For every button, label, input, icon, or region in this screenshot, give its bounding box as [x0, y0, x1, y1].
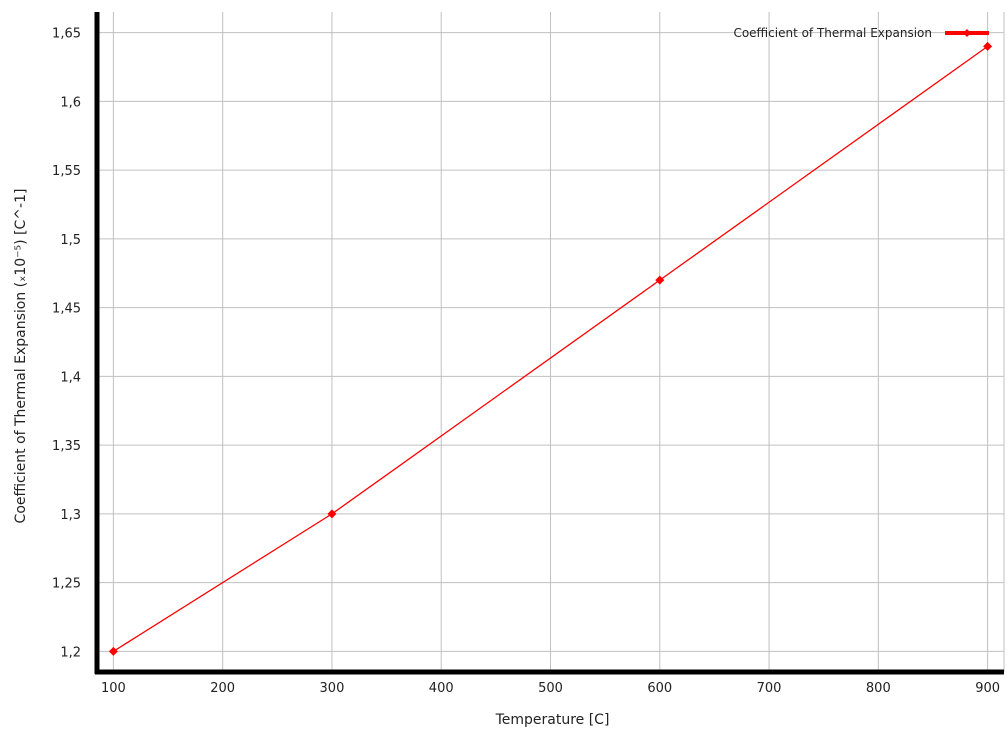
x-tick-label: 900	[975, 681, 1000, 696]
x-tick-label: 200	[210, 681, 235, 696]
tick-labels: 100 200 300 400 500 600 700 800 900 1,2 1,25 1,3 1,3…	[52, 27, 1000, 696]
data-point	[983, 41, 993, 51]
x-tick-label: 100	[101, 681, 126, 696]
y-tick-label: 1,45	[52, 302, 81, 317]
data-point	[655, 275, 665, 285]
series-line	[113, 45, 988, 652]
y-tick-label: 1,2	[60, 645, 81, 660]
y-tick-label: 1,35	[52, 439, 81, 454]
x-tick-label: 400	[429, 681, 454, 696]
x-axis-title: Temperature [C]	[495, 712, 610, 728]
x-tick-label: 800	[866, 681, 891, 696]
y-tick-label: 1,5	[60, 233, 81, 248]
y-tick-label: 1,25	[52, 577, 81, 592]
x-tick-label: 700	[757, 681, 782, 696]
x-tick-label: 300	[320, 681, 345, 696]
data-point	[327, 509, 337, 519]
y-tick-label: 1,6	[60, 95, 81, 110]
y-tick-label: 1,55	[52, 164, 81, 179]
y-axis-title: Coefficient of Thermal Expansion (ₓ10⁻⁵)…	[13, 189, 29, 524]
x-tick-label: 600	[647, 681, 672, 696]
axes	[94, 12, 1004, 675]
series-layer	[108, 41, 993, 656]
y-tick-label: 1,4	[60, 370, 81, 385]
legend-swatch-marker	[963, 29, 971, 37]
data-point	[108, 646, 118, 656]
legend-label: Coefficient of Thermal Expansion	[733, 26, 932, 40]
y-tick-label: 1,65	[52, 27, 81, 42]
grid	[97, 12, 1005, 672]
x-tick-label: 500	[538, 681, 563, 696]
legend: Coefficient of Thermal Expansion	[733, 26, 989, 40]
y-tick-label: 1,3	[60, 508, 81, 523]
